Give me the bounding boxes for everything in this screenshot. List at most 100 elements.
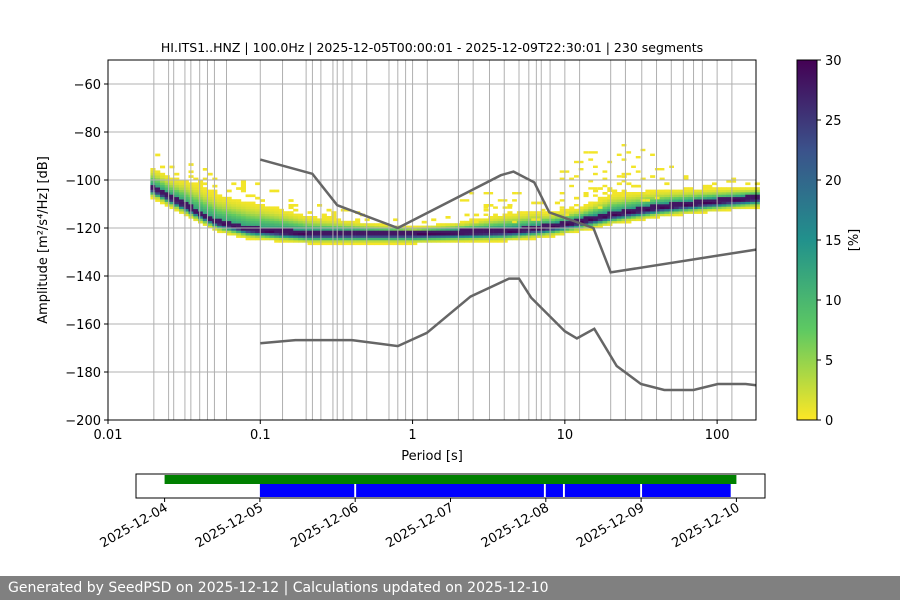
histogram-cell bbox=[731, 180, 737, 183]
histogram-cell bbox=[469, 220, 475, 224]
histogram-cell bbox=[697, 201, 703, 205]
histogram-cell bbox=[731, 196, 737, 200]
histogram-cell bbox=[683, 194, 689, 198]
histogram-cell bbox=[174, 206, 180, 210]
histogram-cell bbox=[336, 237, 342, 241]
histogram-cell bbox=[236, 211, 242, 214]
histogram-cell bbox=[626, 201, 632, 205]
histogram-cell bbox=[388, 232, 394, 236]
histogram-cell bbox=[198, 216, 204, 219]
histogram-cell bbox=[345, 240, 351, 243]
histogram-cell bbox=[269, 235, 275, 238]
histogram-cell bbox=[707, 184, 713, 188]
histogram-cell bbox=[378, 232, 384, 236]
histogram-cell bbox=[650, 204, 656, 207]
histogram-cell bbox=[645, 192, 651, 195]
histogram-cell bbox=[369, 240, 375, 243]
histogram-cell bbox=[264, 228, 270, 231]
histogram-cell bbox=[640, 213, 646, 217]
histogram-cell bbox=[531, 201, 537, 205]
histogram-cell bbox=[626, 208, 632, 212]
histogram-cell bbox=[683, 201, 689, 205]
histogram-cell bbox=[440, 223, 446, 226]
histogram-cell bbox=[359, 242, 365, 246]
histogram-cell bbox=[278, 240, 284, 243]
histogram-cell bbox=[626, 206, 632, 210]
histogram-cell bbox=[207, 192, 213, 195]
histogram-cell bbox=[745, 192, 751, 195]
histogram-cell bbox=[226, 201, 232, 205]
histogram-cell bbox=[564, 208, 570, 212]
histogram-cell bbox=[164, 192, 170, 195]
histogram-cell bbox=[450, 240, 456, 243]
histogram-cell bbox=[255, 182, 261, 186]
histogram-cell bbox=[288, 206, 294, 210]
histogram-cell bbox=[350, 220, 356, 224]
histogram-cell bbox=[183, 201, 189, 205]
histogram-cell bbox=[578, 216, 584, 219]
histogram-cell bbox=[673, 204, 679, 207]
histogram-cell bbox=[236, 218, 242, 222]
histogram-cell bbox=[540, 216, 546, 219]
histogram-cell bbox=[183, 196, 189, 200]
histogram-cell bbox=[245, 208, 251, 212]
histogram-cell bbox=[521, 220, 527, 224]
histogram-cell bbox=[378, 230, 384, 234]
histogram-cell bbox=[459, 237, 465, 241]
histogram-cell bbox=[688, 204, 694, 207]
histogram-cell bbox=[312, 225, 318, 229]
histogram-cell bbox=[550, 223, 556, 226]
histogram-cell bbox=[593, 187, 598, 190]
histogram-cell bbox=[326, 220, 332, 224]
histogram-cell bbox=[469, 225, 475, 229]
histogram-cell bbox=[697, 199, 703, 202]
histogram-cell bbox=[659, 208, 665, 212]
histogram-cell bbox=[664, 189, 670, 192]
histogram-cell bbox=[155, 170, 161, 174]
histogram-cell bbox=[250, 216, 256, 219]
histogram-cell bbox=[512, 232, 518, 236]
histogram-cell bbox=[259, 199, 265, 202]
histogram-cell bbox=[726, 204, 732, 207]
histogram-cell bbox=[160, 189, 166, 193]
histogram-cell bbox=[174, 182, 180, 186]
histogram-cell bbox=[317, 218, 323, 222]
histogram-cell bbox=[183, 189, 189, 193]
histogram-cell bbox=[493, 235, 499, 238]
histogram-cell bbox=[512, 192, 517, 195]
histogram-cell bbox=[697, 206, 703, 210]
histogram-cell bbox=[383, 228, 389, 231]
histogram-cell bbox=[426, 228, 432, 231]
histogram-cell bbox=[474, 232, 480, 236]
histogram-cell bbox=[616, 196, 622, 200]
histogram-cell bbox=[616, 220, 622, 224]
histogram-cell bbox=[312, 242, 318, 246]
histogram-cell bbox=[455, 223, 461, 226]
histogram-cell bbox=[293, 208, 299, 212]
histogram-cell bbox=[416, 228, 422, 231]
histogram-cell bbox=[202, 204, 208, 207]
histogram-cell bbox=[716, 189, 722, 193]
histogram-cell bbox=[626, 192, 632, 195]
histogram-cell bbox=[631, 216, 637, 219]
histogram-cell bbox=[345, 220, 351, 224]
histogram-cell bbox=[654, 216, 660, 219]
histogram-cell bbox=[616, 211, 622, 214]
histogram-cell bbox=[635, 156, 641, 159]
histogram-cell bbox=[431, 232, 437, 236]
histogram-cell bbox=[631, 204, 637, 207]
histogram-cell bbox=[231, 223, 237, 226]
histogram-cell bbox=[179, 206, 185, 210]
histogram-cell bbox=[221, 206, 227, 210]
histogram-cell bbox=[359, 235, 365, 238]
histogram-cell bbox=[702, 194, 708, 198]
histogram-cell bbox=[635, 199, 641, 202]
histogram-cell bbox=[307, 235, 313, 238]
histogram-cell bbox=[283, 230, 289, 234]
histogram-cell bbox=[721, 199, 727, 202]
histogram-cell bbox=[502, 216, 508, 219]
histogram-cell bbox=[388, 228, 394, 231]
histogram-cell bbox=[179, 180, 185, 183]
histogram-cell bbox=[578, 228, 584, 231]
histogram-cell bbox=[169, 182, 175, 186]
